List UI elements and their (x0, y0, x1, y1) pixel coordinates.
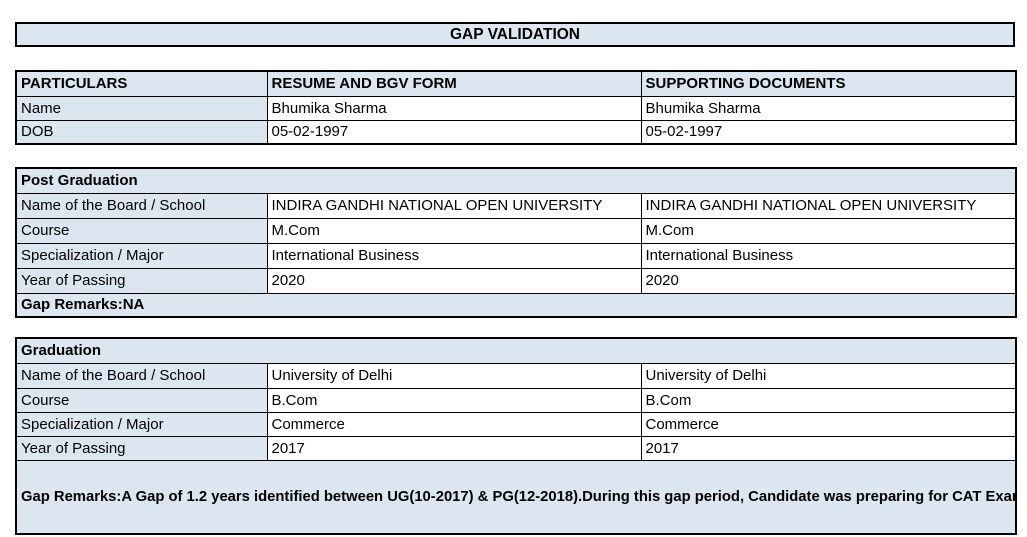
cell-pg-specialization-supporting: International Business (640, 242, 1017, 269)
table-row-pg-specialization: Specialization / Major International Bus… (15, 242, 1017, 269)
graduation-gap-remarks-row: Gap Remarks:A Gap of 1.2 years identifie… (15, 459, 1017, 534)
table-row-pg-course: Course M.Com M.Com (15, 217, 1017, 244)
cell-pg-board-resume: INDIRA GANDHI NATIONAL OPEN UNIVERSITY (266, 192, 642, 219)
post-graduation-gap-remarks: Gap Remarks:NA (15, 292, 1017, 318)
cell-ug-specialization-supporting: Commerce (640, 411, 1017, 437)
row-label-pg-year: Year of Passing (15, 267, 268, 294)
cell-ug-course-supporting: B.Com (640, 387, 1017, 413)
row-label-ug-specialization: Specialization / Major (15, 411, 268, 437)
table-row-pg-year: Year of Passing 2020 2020 (15, 267, 1017, 294)
cell-ug-board-resume: University of Delhi (266, 362, 642, 389)
graduation-gap-remarks: Gap Remarks:A Gap of 1.2 years identifie… (15, 459, 1017, 534)
section-header-graduation: Graduation (15, 337, 1017, 364)
table-row-ug-board: Name of the Board / School University of… (15, 362, 1017, 389)
particulars-header-row: PARTICULARS RESUME AND BGV FORM SUPPORTI… (15, 70, 1017, 97)
cell-pg-course-supporting: M.Com (640, 217, 1017, 244)
table-row-name: Name Bhumika Sharma Bhumika Sharma (15, 95, 1017, 121)
table-row-ug-specialization: Specialization / Major Commerce Commerce (15, 411, 1017, 437)
page-title: GAP VALIDATION (15, 22, 1015, 47)
particulars-table: PARTICULARS RESUME AND BGV FORM SUPPORTI… (15, 70, 1017, 145)
row-label-ug-board: Name of the Board / School (15, 362, 268, 389)
cell-dob-supporting: 05-02-1997 (640, 119, 1017, 145)
cell-dob-resume: 05-02-1997 (266, 119, 642, 145)
cell-ug-course-resume: B.Com (266, 387, 642, 413)
table-row-dob: DOB 05-02-1997 05-02-1997 (15, 119, 1017, 145)
section-title-graduation: Graduation (15, 337, 1017, 364)
section-header-post-graduation: Post Graduation (15, 167, 1017, 194)
row-label-pg-specialization: Specialization / Major (15, 242, 268, 269)
table-row-ug-year: Year of Passing 2017 2017 (15, 435, 1017, 461)
column-header-particulars: PARTICULARS (15, 70, 268, 97)
cell-ug-board-supporting: University of Delhi (640, 362, 1017, 389)
row-label-pg-course: Course (15, 217, 268, 244)
table-row-ug-course: Course B.Com B.Com (15, 387, 1017, 413)
row-label-pg-board: Name of the Board / School (15, 192, 268, 219)
table-row-pg-board: Name of the Board / School INDIRA GANDHI… (15, 192, 1017, 219)
row-label-ug-course: Course (15, 387, 268, 413)
column-header-resume-bgv: RESUME AND BGV FORM (266, 70, 642, 97)
row-label-ug-year: Year of Passing (15, 435, 268, 461)
row-label-name: Name (15, 95, 268, 121)
cell-name-supporting: Bhumika Sharma (640, 95, 1017, 121)
row-label-dob: DOB (15, 119, 268, 145)
cell-pg-year-supporting: 2020 (640, 267, 1017, 294)
cell-name-resume: Bhumika Sharma (266, 95, 642, 121)
post-graduation-gap-remarks-row: Gap Remarks:NA (15, 292, 1017, 318)
cell-pg-course-resume: M.Com (266, 217, 642, 244)
section-title-post-graduation: Post Graduation (15, 167, 1017, 194)
cell-pg-board-supporting: INDIRA GANDHI NATIONAL OPEN UNIVERSITY (640, 192, 1017, 219)
cell-pg-year-resume: 2020 (266, 267, 642, 294)
post-graduation-table: Post Graduation Name of the Board / Scho… (15, 167, 1018, 318)
column-header-supporting-documents: SUPPORTING DOCUMENTS (640, 70, 1017, 97)
cell-ug-specialization-resume: Commerce (266, 411, 642, 437)
cell-ug-year-supporting: 2017 (640, 435, 1017, 461)
cell-pg-specialization-resume: International Business (266, 242, 642, 269)
graduation-table: Graduation Name of the Board / School Un… (15, 337, 1018, 535)
cell-ug-year-resume: 2017 (266, 435, 642, 461)
